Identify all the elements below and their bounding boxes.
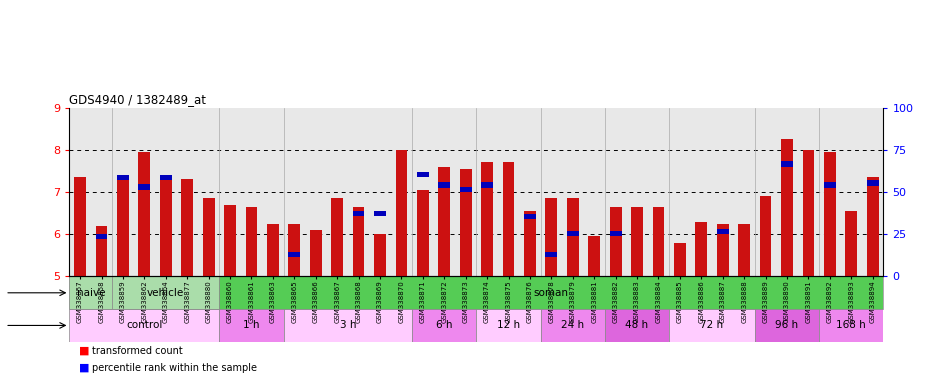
Text: ■: ■	[79, 346, 89, 356]
Bar	[540, 309, 605, 342]
Bar	[417, 190, 428, 276]
Bar	[588, 236, 600, 276]
Bar	[160, 179, 172, 276]
Bar	[352, 211, 364, 217]
Bar	[224, 205, 236, 276]
Bar	[219, 276, 883, 309]
Bar	[112, 276, 219, 309]
Bar	[759, 196, 771, 276]
Text: 72 h: 72 h	[700, 320, 723, 331]
Bar	[289, 252, 301, 257]
Text: 1 h: 1 h	[243, 320, 260, 331]
Bar	[476, 309, 540, 342]
Bar	[160, 175, 172, 180]
Bar	[781, 161, 793, 167]
Bar	[219, 309, 284, 342]
Bar	[502, 162, 514, 276]
Bar	[331, 199, 343, 276]
Bar	[481, 162, 493, 276]
Bar	[438, 167, 450, 276]
Bar	[867, 177, 879, 276]
Bar	[284, 309, 413, 342]
Bar	[610, 207, 622, 276]
Bar	[696, 222, 708, 276]
Bar	[820, 309, 883, 342]
Bar	[139, 152, 150, 276]
Bar	[95, 226, 107, 276]
Bar	[181, 179, 193, 276]
Text: GDS4940 / 1382489_at: GDS4940 / 1382489_at	[69, 93, 206, 106]
Bar	[245, 207, 257, 276]
Bar	[417, 172, 428, 177]
Bar	[374, 234, 386, 276]
Bar	[781, 139, 793, 276]
Bar	[460, 187, 472, 192]
Bar	[310, 230, 322, 276]
Bar	[567, 231, 579, 236]
Bar	[289, 223, 301, 276]
Bar	[845, 211, 857, 276]
Bar	[69, 309, 219, 342]
Bar	[481, 182, 493, 188]
Bar	[867, 180, 879, 186]
Text: 24 h: 24 h	[561, 320, 585, 331]
Bar	[117, 175, 129, 180]
Text: 96 h: 96 h	[775, 320, 798, 331]
Text: ■: ■	[79, 363, 89, 373]
Bar	[95, 234, 107, 239]
Bar	[605, 309, 669, 342]
Bar	[524, 211, 536, 276]
Bar	[755, 309, 820, 342]
Text: 3 h: 3 h	[339, 320, 356, 331]
Bar	[803, 150, 814, 276]
Bar	[546, 252, 557, 257]
Bar	[674, 243, 685, 276]
Text: vehicle: vehicle	[147, 288, 184, 298]
Text: transformed count: transformed count	[92, 346, 183, 356]
Bar	[438, 182, 450, 188]
Text: 6 h: 6 h	[436, 320, 452, 331]
Bar	[413, 309, 476, 342]
Bar	[460, 169, 472, 276]
Bar	[717, 223, 729, 276]
Bar	[717, 229, 729, 234]
Bar	[610, 231, 622, 236]
Text: 48 h: 48 h	[625, 320, 648, 331]
Bar	[567, 199, 579, 276]
Text: soman: soman	[534, 288, 569, 298]
Bar	[824, 182, 835, 188]
Bar	[117, 179, 129, 276]
Bar	[139, 184, 150, 190]
Bar	[267, 223, 278, 276]
Bar	[546, 199, 557, 276]
Text: control: control	[126, 320, 163, 331]
Bar	[396, 150, 407, 276]
Bar	[824, 152, 835, 276]
Bar	[652, 207, 664, 276]
Bar	[631, 207, 643, 276]
Bar	[524, 214, 536, 220]
Bar	[69, 276, 112, 309]
Text: percentile rank within the sample: percentile rank within the sample	[92, 363, 257, 373]
Text: 168 h: 168 h	[836, 320, 866, 331]
Bar	[203, 199, 215, 276]
Bar	[738, 223, 750, 276]
Bar	[374, 211, 386, 217]
Text: naive: naive	[77, 288, 105, 298]
Bar	[74, 177, 86, 276]
Bar	[352, 207, 364, 276]
Text: 12 h: 12 h	[497, 320, 520, 331]
Bar	[669, 309, 755, 342]
